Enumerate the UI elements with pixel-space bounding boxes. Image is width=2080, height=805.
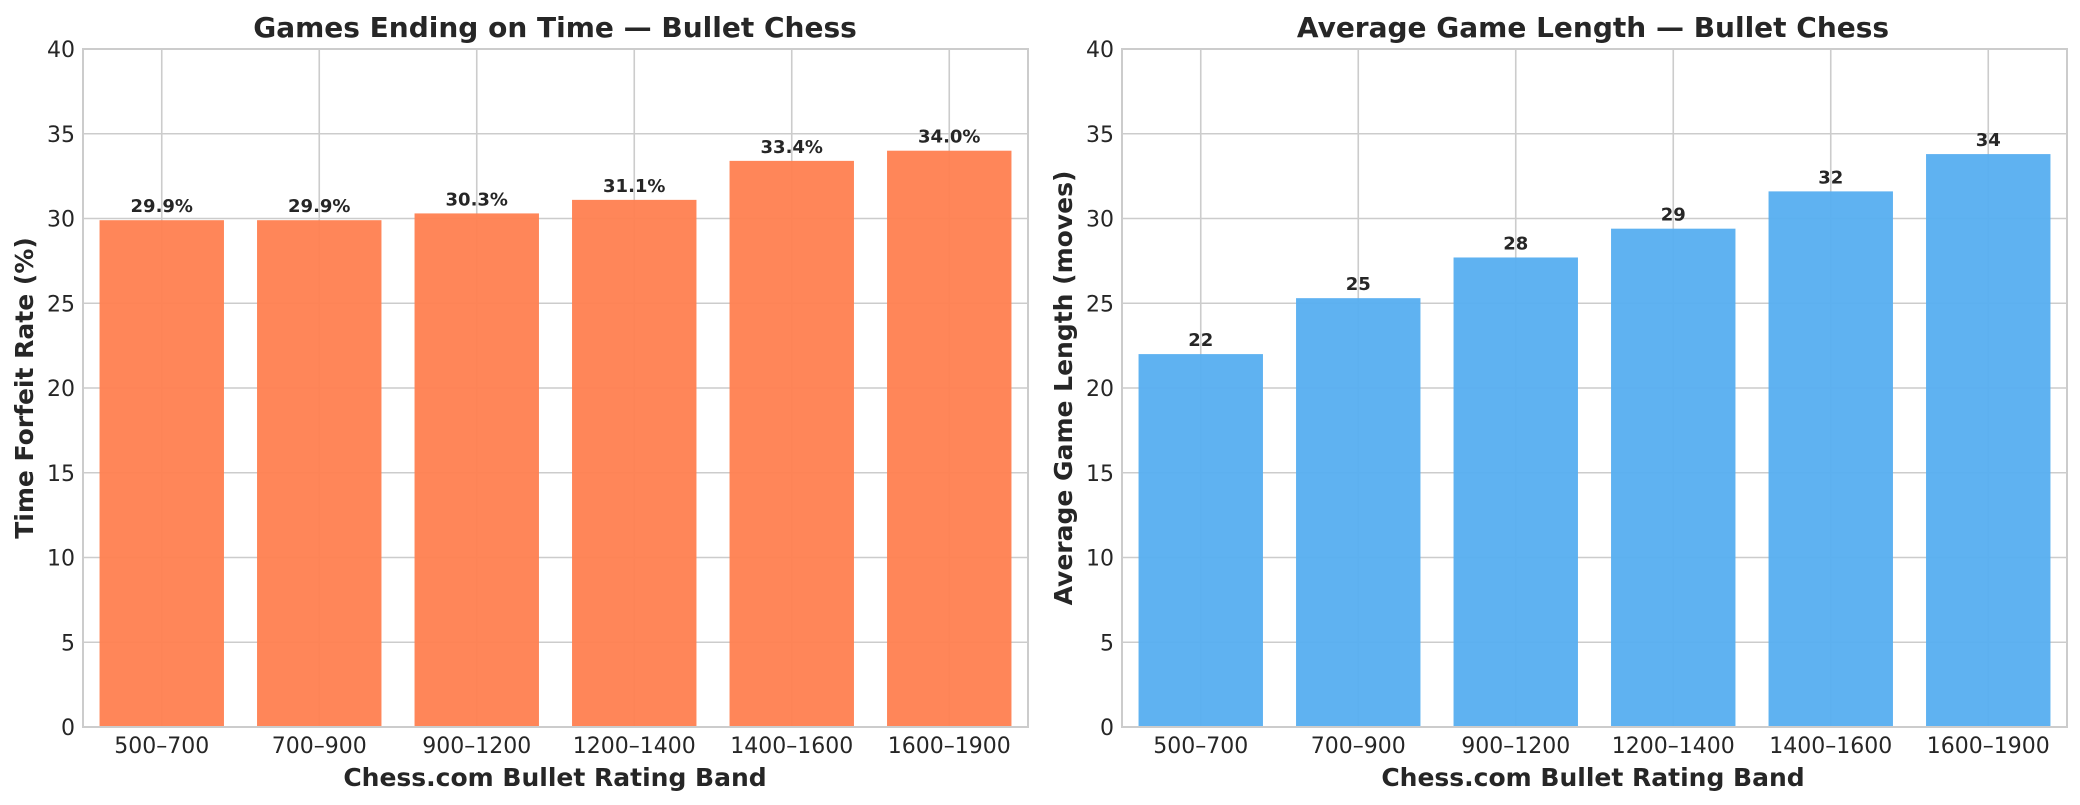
left-chart-data-label: 33.4% (761, 137, 823, 158)
left-chart-data-labels: 29.9% 29.9% 30.3% 31.1% 33.4% 34.0% (131, 127, 981, 217)
right-chart-bar (1453, 257, 1578, 727)
right-chart-bar (1611, 228, 1736, 728)
right-chart-x-tick-label: 700–900 (1311, 734, 1406, 759)
left-chart-y-tick-label: 10 (47, 547, 75, 572)
left-chart-y-axis-label: Time Forfeit Rate (%) (10, 237, 39, 539)
right-chart-y-tick-label: 5 (1100, 631, 1114, 656)
right-chart-frame (1121, 48, 2068, 728)
left-chart-bars (99, 150, 1012, 728)
right-chart-bar (1296, 298, 1421, 727)
right-chart-y-tick-label: 20 (1086, 377, 1114, 402)
right-chart-y-tick-label: 35 (1086, 123, 1114, 148)
right-chart-y-tick-label: 10 (1086, 547, 1114, 572)
right-chart-data-label: 22 (1188, 330, 1213, 351)
right-chart-bar (1138, 354, 1263, 727)
right-chart-y-tick-label: 30 (1086, 208, 1114, 233)
left-chart-x-axis-label: Chess.com Bullet Rating Band (343, 763, 766, 792)
right-chart-data-label: 32 (1818, 167, 1843, 188)
left-chart-y-tick-label: 25 (47, 292, 75, 317)
left-chart-data-label: 34.0% (918, 127, 980, 148)
left-chart-bar (572, 199, 697, 728)
right-chart-y-tick-label: 0 (1100, 716, 1114, 741)
right-chart-x-tick-label: 1200–1400 (1612, 734, 1735, 759)
left-chart-data-label: 31.1% (603, 176, 665, 197)
left-chart-y-tick-label: 5 (61, 631, 75, 656)
right-chart-bar (1768, 191, 1893, 727)
left-chart-y-tick-label: 35 (47, 123, 75, 148)
right-chart-x-tick-label: 1600–1900 (1927, 734, 2050, 759)
right-chart-x-tick-label: 1400–1600 (1769, 734, 1892, 759)
right-chart-title: Average Game Length — Bullet Chess (1297, 11, 1889, 44)
right-chart-x-tick-label: 900–1200 (1461, 734, 1570, 759)
left-chart-frame (82, 48, 1029, 728)
right-chart-panel: Average Game Length — Bullet Chess 22252… (1049, 11, 2068, 792)
left-chart-data-label: 29.9% (131, 196, 193, 217)
right-chart-data-label: 25 (1346, 274, 1371, 295)
right-chart-data-label: 29 (1661, 205, 1686, 226)
left-chart-title: Games Ending on Time — Bullet Chess (253, 11, 857, 44)
right-chart-data-labels: 22 25 28 29 32 34 (1188, 130, 2001, 351)
right-chart-y-axis-label: Average Game Length (moves) (1049, 171, 1078, 606)
right-chart-y-tick-label: 40 (1086, 38, 1114, 63)
right-chart-y-tick-label: 15 (1086, 462, 1114, 487)
right-chart-x-tick-label: 500–700 (1153, 734, 1248, 759)
right-chart-y-ticks: 0 5 10 15 20 25 30 35 40 (1086, 38, 1114, 741)
left-chart-y-ticks: 0 5 10 15 20 25 30 35 40 (47, 38, 75, 741)
left-chart-x-tick-label: 1200–1400 (573, 734, 696, 759)
left-chart-data-label: 30.3% (446, 189, 508, 210)
right-chart-bars (1138, 154, 2051, 728)
left-chart-panel: Games Ending on Time — Bullet Chess 29.9… (10, 11, 1029, 792)
left-chart-y-tick-label: 15 (47, 462, 75, 487)
left-chart-bar (257, 220, 382, 727)
left-chart-y-tick-label: 0 (61, 716, 75, 741)
left-chart-y-tick-label: 40 (47, 38, 75, 63)
left-chart-y-tick-label: 20 (47, 377, 75, 402)
right-chart-x-ticks: 500–700 700–900 900–1200 1200–1400 1400–1600… (1153, 734, 2049, 759)
right-chart-y-tick-label: 25 (1086, 292, 1114, 317)
left-chart-bar (729, 160, 854, 727)
left-chart-x-tick-label: 700–900 (272, 734, 367, 759)
left-chart-x-tick-label: 1400–1600 (730, 734, 853, 759)
left-chart-x-ticks: 500–700 700–900 900–1200 1200–1400 1400–1600… (114, 734, 1010, 759)
left-chart-bar (99, 220, 224, 727)
right-chart-bar (1926, 154, 2051, 728)
left-chart-x-tick-label: 900–1200 (422, 734, 531, 759)
left-chart-grid (83, 48, 1028, 728)
left-chart-bar (414, 213, 539, 728)
right-chart-data-label: 28 (1503, 233, 1528, 254)
left-chart-x-tick-label: 1600–1900 (888, 734, 1011, 759)
right-chart-grid (1122, 48, 2067, 728)
right-chart-data-label: 34 (1976, 130, 2001, 151)
left-chart-y-tick-label: 30 (47, 208, 75, 233)
left-chart-x-tick-label: 500–700 (114, 734, 209, 759)
right-chart-x-axis-label: Chess.com Bullet Rating Band (1381, 763, 1804, 792)
left-chart-data-label: 29.9% (288, 196, 350, 217)
left-chart-bar (887, 150, 1012, 727)
